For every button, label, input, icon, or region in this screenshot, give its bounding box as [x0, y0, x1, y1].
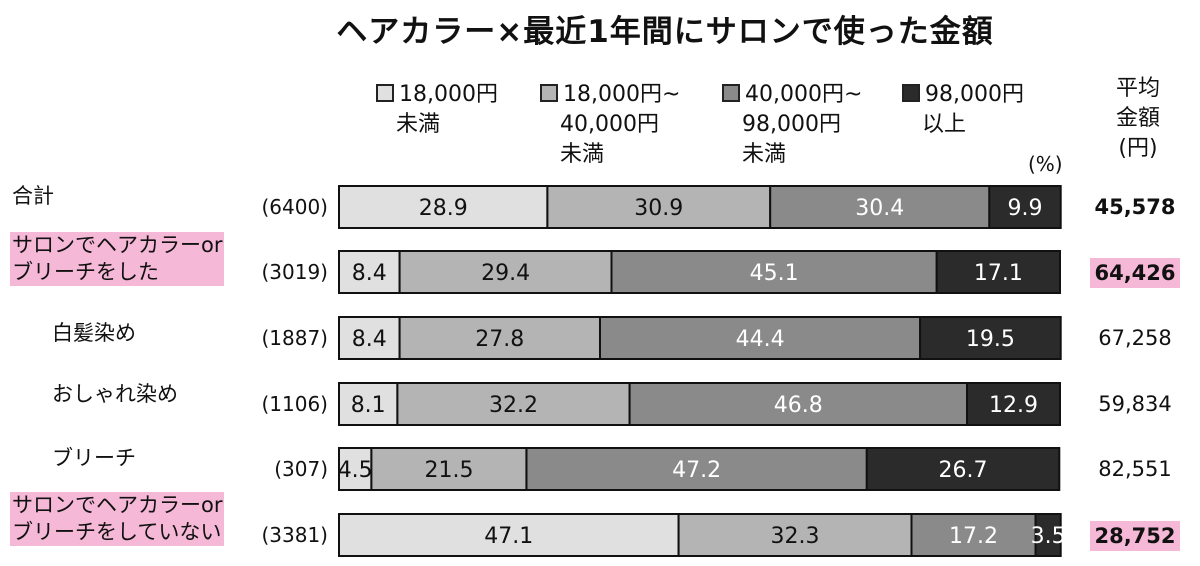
row-label-salon-colored: サロンでヘアカラーor ブリーチをした	[10, 232, 225, 286]
row-label-salon-colored-line1: サロンでヘアカラーor	[10, 232, 225, 259]
avg-fashion-color: 59,834	[1098, 392, 1172, 416]
bar-value-label-r0-s1: 30.9	[634, 196, 683, 221]
row-n-salon-not-colored: (3381)	[261, 523, 328, 547]
legend-label-2-line3: 未満	[560, 142, 605, 167]
legend-label-3-line3: 未満	[742, 142, 787, 167]
legend-label-3-line2: 98,000円	[742, 112, 841, 137]
bar-segment-r2-s2	[599, 316, 922, 360]
row-label-fashion-color: おしゃれ染め	[52, 381, 178, 408]
legend-label-4-line2: 以上	[922, 112, 967, 137]
row-label-salon-not-colored-line1: サロンでヘアカラーor	[10, 492, 225, 519]
row-label-bleach: ブリーチ	[52, 445, 136, 472]
bar-value-label-r0-s0: 28.9	[419, 196, 468, 221]
bar-segment-r3-s3	[966, 382, 1061, 426]
legend-swatch-1	[376, 84, 394, 102]
row-n-salon-colored: (3019)	[261, 260, 328, 284]
legend-label-1-line1: 18,000円	[399, 82, 498, 107]
row-label-fashion-color-text: おしゃれ染め	[52, 382, 178, 406]
avg-gray-coverage: 67,258	[1098, 326, 1172, 350]
bar-value-label-r3-s2: 46.8	[774, 393, 823, 418]
percent-unit-label: (%)	[1028, 152, 1063, 176]
legend-swatch-2	[540, 84, 558, 102]
avg-total: 45,578	[1094, 195, 1176, 219]
bar-value-label-r5-s2: 17.2	[949, 524, 998, 549]
avg-salon-not-colored: 28,752	[1090, 521, 1180, 551]
legend-label-1-line2: 未満	[396, 112, 441, 137]
legend-label-4-line1: 98,000円	[925, 82, 1024, 107]
bar-value-label-r2-s3: 19.5	[966, 327, 1015, 352]
legend-label-2-line1: 18,000円~	[563, 82, 681, 107]
row-label-total-text: 合計	[12, 184, 54, 208]
bar-segment-r5-s0	[338, 513, 680, 557]
avg-salon-colored: 64,426	[1090, 258, 1180, 288]
bar-value-label-r1-s2: 45.1	[750, 261, 799, 286]
row-n-total: (6400)	[261, 195, 328, 219]
bar-value-label-r0-s3: 9.9	[1008, 196, 1043, 221]
bar-segment-r5-s2	[910, 513, 1037, 557]
row-label-salon-colored-line2: ブリーチをした	[10, 259, 225, 286]
legend-item-4: 98,000円 以上	[902, 80, 1024, 140]
legend-label-3-line1: 40,000円~	[745, 82, 863, 107]
row-n-gray-coverage: (1887)	[261, 326, 328, 350]
row-label-total: 合計	[12, 183, 54, 210]
row-n-fashion-color: (1106)	[261, 392, 328, 416]
legend-item-3: 40,000円~ 98,000円 未満	[722, 80, 862, 170]
bar-value-label-r4-s2: 47.2	[672, 458, 721, 483]
row-label-gray-coverage: 白髪染め	[52, 320, 136, 347]
row-label-salon-not-colored: サロンでヘアカラーor ブリーチをしていない	[10, 492, 225, 546]
bar-value-label-r2-s1: 27.8	[475, 327, 524, 352]
bar-value-label-r0-s2: 30.4	[855, 196, 904, 221]
bar-value-label-r5-s1: 32.3	[771, 524, 820, 549]
legend-label-2-line2: 40,000円	[560, 112, 659, 137]
bar-segment-r3-s1	[396, 382, 631, 426]
bar-segment-r1-s1	[398, 250, 613, 294]
row-n-bleach: (307)	[274, 457, 328, 481]
bar-value-label-r1-s1: 29.4	[481, 261, 530, 286]
avg-bleach: 82,551	[1098, 457, 1172, 481]
bar-segment-r5-s1	[677, 513, 913, 557]
bar-value-label-r1-s3: 17.1	[974, 261, 1023, 286]
legend-swatch-4	[902, 84, 920, 102]
row-label-bleach-text: ブリーチ	[52, 446, 136, 470]
bar-value-label-r4-s1: 21.5	[425, 458, 474, 483]
bar-value-label-r2-s2: 44.4	[736, 327, 785, 352]
average-amount-header: 平均 金額 (円)	[1098, 74, 1178, 164]
bar-segment-r3-s2	[628, 382, 968, 426]
bar-value-label-r4-s3: 26.7	[939, 458, 988, 483]
bar-value-label-r4-s0: 4.5	[338, 458, 373, 483]
bar-segment-r1-s3	[935, 250, 1062, 294]
bar-value-label-r3-s1: 32.2	[489, 393, 538, 418]
row-label-gray-coverage-text: 白髪染め	[52, 321, 136, 345]
chart-title: ヘアカラー×最近1年間にサロンで使った金額	[336, 14, 994, 50]
bar-segment-r4-s0	[338, 447, 373, 491]
legend-swatch-3	[722, 84, 740, 102]
bar-value-label-r3-s3: 12.9	[989, 393, 1038, 418]
avg-header-line1: 平均	[1115, 76, 1160, 101]
bar-value-label-r1-s0: 8.4	[352, 261, 387, 286]
avg-header-line2: 金額	[1115, 106, 1160, 131]
legend-item-2: 18,000円~ 40,000円 未満	[540, 80, 680, 170]
bar-segment-r0-s3	[988, 185, 1062, 229]
bar-segment-r1-s0	[338, 250, 401, 294]
bar-segment-r5-s3	[1034, 513, 1062, 557]
bar-value-label-r5-s3: 3.5	[1031, 524, 1066, 549]
avg-header-line3: (円)	[1118, 136, 1158, 161]
bar-segment-r2-s3	[919, 316, 1062, 360]
bar-value-label-r3-s0: 8.1	[351, 393, 386, 418]
row-label-salon-not-colored-line2: ブリーチをしていない	[10, 519, 225, 546]
bar-segment-r0-s1	[546, 185, 772, 229]
legend-item-1: 18,000円 未満	[376, 80, 498, 140]
bar-value-label-r5-s0: 47.1	[484, 524, 533, 549]
bar-value-label-r2-s0: 8.4	[352, 327, 387, 352]
bar-segment-r4-s3	[865, 447, 1061, 491]
bar-segment-r4-s2	[525, 447, 868, 491]
